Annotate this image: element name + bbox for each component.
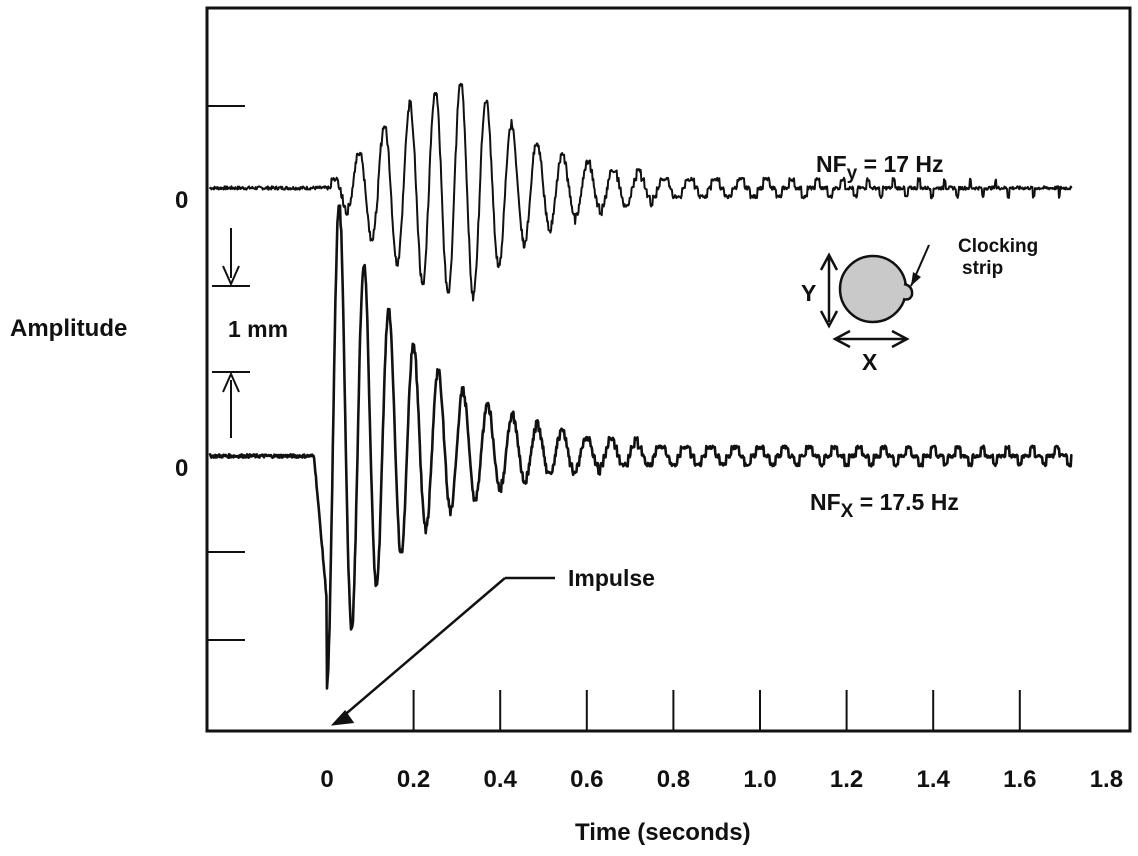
scale-arrow-down-icon: [222, 265, 240, 287]
clocking-strip-label-line1: Clocking: [958, 236, 1038, 257]
x-tick-label: 0.8: [657, 766, 690, 793]
inset-x-arrow-left-icon: [832, 329, 851, 349]
series-label-x-sub: X: [841, 501, 854, 522]
inset-y-arrow-down-icon: [819, 310, 839, 329]
series-label-y-rest: = 17 Hz: [857, 151, 943, 177]
inset-cross-section: [838, 254, 908, 324]
clocking-strip-icon: [902, 282, 914, 301]
series-label-x: NFX = 17.5 Hz: [810, 489, 959, 522]
series-label-y-main: NF: [816, 151, 847, 177]
scale-bar-label: 1 mm: [228, 316, 288, 342]
x-tick-label: 1.6: [1003, 766, 1036, 793]
scale-bar: [212, 228, 250, 438]
impulse-leader: [333, 577, 506, 725]
x-tick-label: 1.2: [830, 766, 863, 793]
inset-y-label: Y: [801, 280, 816, 306]
clocking-arrowhead-icon: [911, 272, 921, 286]
y-axis-title: Amplitude: [10, 315, 127, 342]
series-label-y: NFy = 17 Hz: [816, 151, 944, 184]
series-label-x-rest: = 17.5 Hz: [853, 489, 958, 515]
x-tick-label: 0.2: [397, 766, 430, 793]
y-zero-label-top: 0: [175, 187, 188, 214]
series-line-y: [209, 82, 1073, 302]
inset-y-arrow-up-icon: [819, 252, 839, 271]
traces: [208, 82, 1073, 690]
x-tick-label: 1.8: [1090, 766, 1123, 793]
series-line-x: [208, 204, 1073, 690]
y-zero-label-bottom: 0: [175, 455, 188, 482]
plot-frame: [205, 6, 1132, 733]
y-axis-ticks: [207, 105, 245, 641]
series-label-x-main: NF: [810, 489, 841, 515]
impulse-arrowhead-icon: [330, 710, 355, 726]
inset-x-arrow-right-icon: [891, 329, 910, 349]
clocking-strip-label-line2: strip: [962, 258, 1003, 279]
scale-arrow-up-icon: [222, 371, 240, 393]
inset-x-label: X: [862, 349, 878, 375]
impulse-label: Impulse: [568, 565, 655, 591]
x-tick-label: 0.4: [484, 766, 518, 793]
series-label-y-sub: y: [847, 163, 858, 184]
x-tick-label: 0: [320, 766, 333, 793]
x-tick-label: 1.4: [917, 766, 951, 793]
inset-diagram: [819, 244, 930, 349]
x-axis-title: Time (seconds): [575, 819, 751, 846]
impulse-arrow: [330, 576, 555, 726]
x-axis-tick-labels: 0 0.2 0.4 0.6 0.8 1.0 1.2 1.4 1.6 1.8: [320, 766, 1123, 793]
x-tick-label: 0.6: [570, 766, 603, 793]
x-tick-label: 1.0: [743, 766, 776, 793]
x-axis-ticks: [412, 690, 1021, 731]
